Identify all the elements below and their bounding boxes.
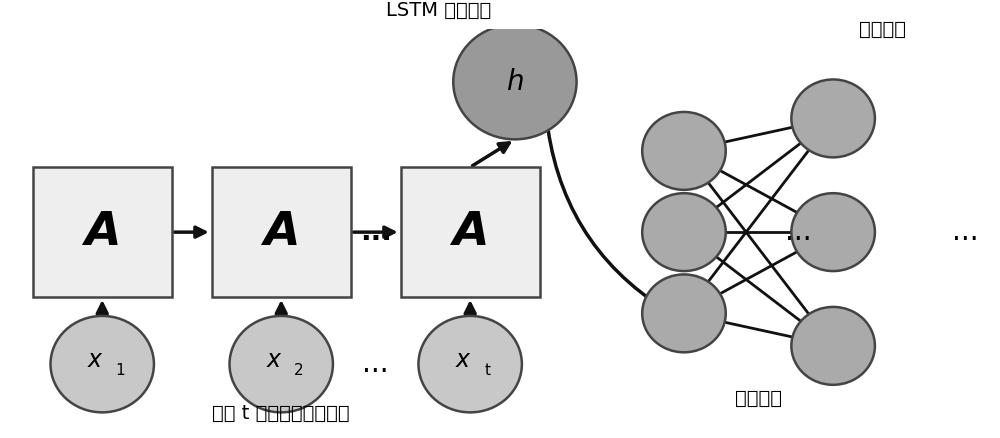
Ellipse shape	[642, 193, 726, 271]
Text: LSTM 隐层输出: LSTM 隐层输出	[386, 1, 491, 20]
Text: ...: ...	[360, 202, 392, 230]
Ellipse shape	[791, 79, 875, 157]
Text: 分为 t 个切片的特征向量: 分为 t 个切片的特征向量	[212, 404, 350, 423]
Ellipse shape	[51, 316, 154, 412]
Text: ...: ...	[360, 218, 392, 246]
Text: t: t	[485, 363, 491, 378]
Text: x: x	[87, 348, 101, 372]
Text: x: x	[455, 348, 469, 372]
Text: x: x	[266, 348, 280, 372]
Text: A: A	[263, 210, 300, 254]
Text: ...: ...	[952, 218, 979, 246]
Ellipse shape	[642, 275, 726, 352]
Ellipse shape	[791, 193, 875, 271]
Text: 2: 2	[294, 363, 304, 378]
Ellipse shape	[642, 112, 726, 190]
FancyBboxPatch shape	[401, 167, 540, 297]
Text: A: A	[84, 210, 121, 254]
Text: ...: ...	[785, 218, 812, 246]
Ellipse shape	[418, 316, 522, 412]
Text: h: h	[506, 68, 524, 96]
Text: 分类结果: 分类结果	[859, 20, 906, 39]
Ellipse shape	[230, 316, 333, 412]
FancyBboxPatch shape	[212, 167, 351, 297]
Text: A: A	[452, 210, 488, 254]
Text: 1: 1	[115, 363, 125, 378]
Ellipse shape	[791, 307, 875, 385]
Text: ...: ...	[362, 350, 389, 378]
Ellipse shape	[453, 25, 577, 139]
Text: 全连接层: 全连接层	[735, 389, 782, 408]
FancyBboxPatch shape	[33, 167, 172, 297]
